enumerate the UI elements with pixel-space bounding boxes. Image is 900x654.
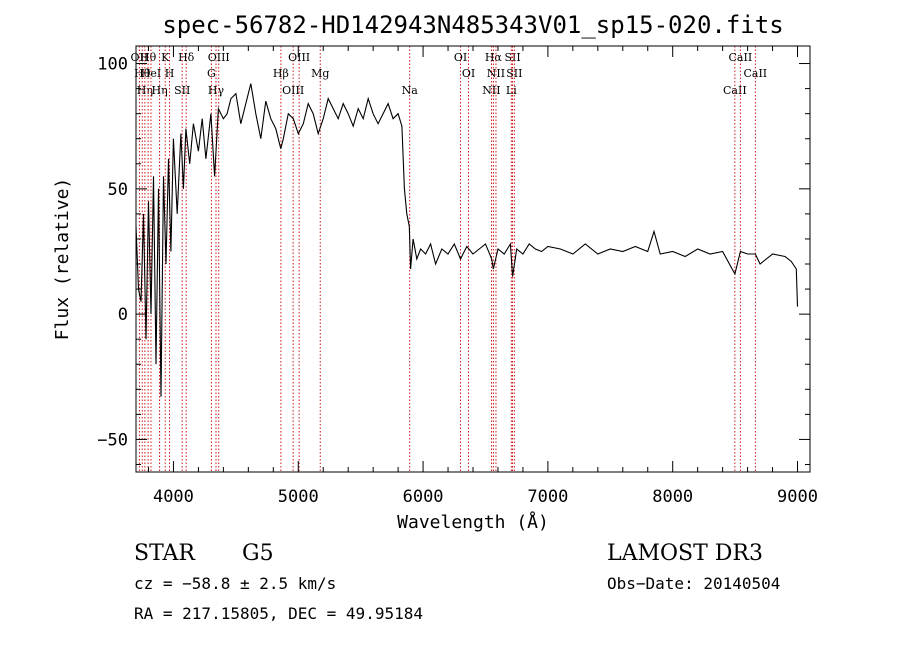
spectral-line-label: Na (402, 84, 419, 97)
observation-date: Obs−Date: 20140504 (607, 574, 780, 593)
sky-coordinates: RA = 217.15805, DEC = 49.95184 (134, 604, 423, 623)
spectral-line-label: Hβ (273, 67, 289, 80)
spectral-line-label: Hδ (178, 51, 195, 64)
y-tick-label: 100 (97, 55, 128, 75)
spectral-line-label: OIII (208, 51, 230, 64)
y-tick-label: 50 (108, 180, 128, 200)
y-tick-label: −50 (97, 430, 128, 450)
survey-name: LAMOST DR3 (607, 541, 763, 566)
redshift-velocity: cz = −58.8 ± 2.5 km/s (134, 574, 336, 593)
spectral-line-label: Hη (151, 84, 167, 97)
x-axis-ticks: 4000 5000 6000 7000 8000 9000 (147, 46, 818, 507)
y-axis-label: Flux (relative) (52, 178, 73, 341)
spectral-line-label: Hγ (208, 84, 225, 97)
spectral-line-label: OII (131, 51, 149, 64)
spectral-line-label: H (165, 67, 175, 80)
x-axis-label: Wavelength (Å) (397, 511, 549, 533)
spectral-line-label: Hη (137, 84, 153, 97)
y-tick-label: 0 (118, 305, 128, 325)
spectral-line-label: SII (504, 51, 520, 64)
spectral-line-label: SII (174, 84, 190, 97)
spectral-line-label: CaII (729, 51, 753, 64)
spectral-line-label: HeI (141, 67, 161, 80)
flux-series-line (135, 83, 799, 397)
spectral-line-label: OIII (288, 51, 310, 64)
y-axis-ticks: −50 0 50 100 (97, 55, 810, 465)
spectral-line-markers: OIIHθHηHθHeIHηKHSIIHδGHγOIIIHβOIIIOIIIMg… (131, 46, 767, 472)
spectral-line-label: NII (487, 67, 505, 80)
spectral-line-label: K (161, 51, 170, 64)
spectral-line-label: Mg (311, 67, 329, 80)
x-tick-label: 4000 (153, 487, 194, 507)
spectral-line-label: CaII (743, 67, 767, 80)
x-tick-label: 5000 (278, 487, 319, 507)
spectral-line-label: G (207, 67, 216, 80)
spectral-line-label: SII (506, 67, 522, 80)
x-tick-label: 8000 (652, 487, 693, 507)
plot-frame (135, 45, 811, 473)
spectral-line-label: OI (454, 51, 467, 64)
spectral-line-label: OI (462, 67, 475, 80)
spectral-subclass: G5 (242, 541, 274, 566)
x-tick-label: 6000 (403, 487, 444, 507)
spectral-line-label: Hθ (140, 51, 157, 64)
spectral-line-label: Li (506, 84, 517, 97)
spectral-line-label: Hθ (134, 67, 151, 80)
spectral-line-label: NII (482, 84, 500, 97)
spectral-line-label: Hα (485, 51, 503, 64)
spectral-line-label: CaII (723, 84, 747, 97)
chart-title: spec-56782-HD142943N485343V01_sp15-020.f… (162, 11, 783, 39)
spectral-line-label: OIII (282, 84, 304, 97)
object-class: STAR (134, 541, 196, 566)
x-tick-label: 9000 (777, 487, 818, 507)
x-tick-label: 7000 (527, 487, 568, 507)
